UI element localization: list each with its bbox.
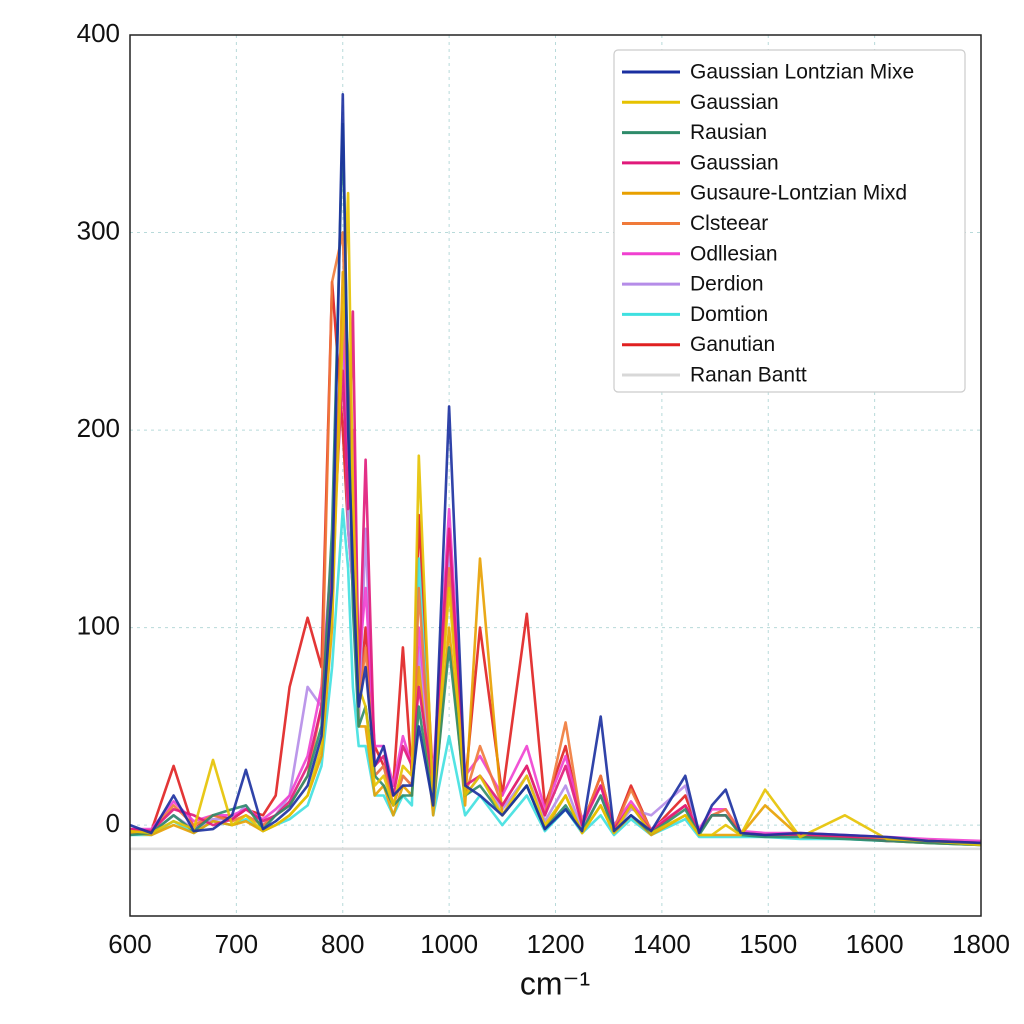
plot-lines bbox=[129, 93, 982, 851]
legend: Gaussian Lontzian Mixe Gaussian Rausian Gau… bbox=[613, 49, 966, 393]
y-tick-label: 400 bbox=[77, 18, 120, 48]
legend-label: Clsteear bbox=[690, 212, 768, 235]
y-tick-label: 0 bbox=[106, 808, 120, 838]
y-tick-label: 200 bbox=[77, 413, 120, 443]
x-tick-label: 1600 bbox=[846, 929, 904, 959]
legend-box bbox=[613, 49, 966, 393]
x-axis-label: cm⁻¹ bbox=[520, 965, 590, 1001]
legend-label: Gaussian bbox=[690, 91, 779, 114]
legend-label: Ranan Bantt bbox=[690, 364, 807, 387]
x-tick-label: 600 bbox=[108, 929, 151, 959]
series-line bbox=[129, 93, 982, 845]
y-tick-label: 100 bbox=[77, 610, 120, 640]
legend-label: Gusaure-Lontzian Mixd bbox=[690, 182, 907, 205]
legend-label: Gaussian bbox=[690, 151, 779, 174]
x-tick-label: 1000 bbox=[420, 929, 478, 959]
y-tick-label: 300 bbox=[77, 215, 120, 245]
plot-frame bbox=[129, 34, 982, 917]
legend-label: Gaussian Lontzian Mixe bbox=[690, 61, 914, 84]
legend-label: Odllesian bbox=[690, 242, 778, 265]
x-tick-label: 1800 bbox=[952, 929, 1010, 959]
x-tick-label: 1500 bbox=[739, 929, 797, 959]
x-tick-label: 1200 bbox=[527, 929, 585, 959]
series-line bbox=[129, 191, 982, 847]
legend-label: Rausian bbox=[690, 121, 767, 144]
x-tick-label: 700 bbox=[215, 929, 258, 959]
legend-label: Domtion bbox=[690, 303, 768, 326]
series-line bbox=[129, 122, 982, 847]
legend-label: Ganutian bbox=[690, 333, 775, 356]
legend-label: Derdion bbox=[690, 273, 764, 296]
x-tick-label: 800 bbox=[321, 929, 364, 959]
x-tick-label: 1400 bbox=[633, 929, 691, 959]
ticks: 0 100 200 300 400 600 700 800 1000 1200 1400 1500 16… bbox=[77, 18, 1010, 959]
